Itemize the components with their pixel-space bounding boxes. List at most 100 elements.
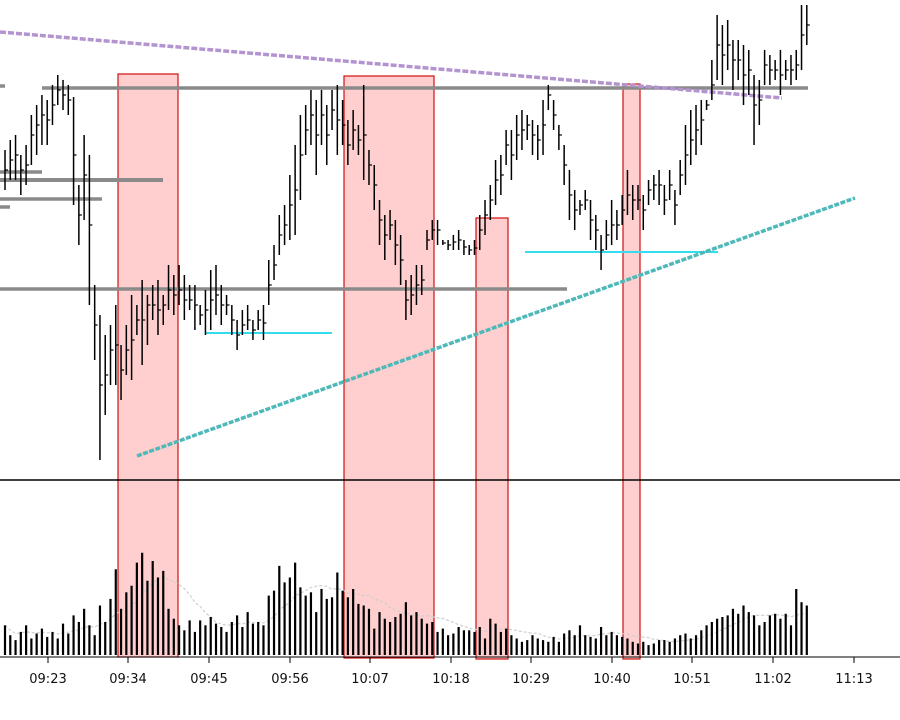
price-bar-19 xyxy=(104,335,109,415)
price-bar-41 xyxy=(220,285,225,325)
price-bar-47 xyxy=(252,320,256,340)
price-bar-97 xyxy=(515,115,520,160)
price-bar-117 xyxy=(621,195,626,225)
price-bar-78 xyxy=(415,265,420,305)
price-bar-105 xyxy=(558,125,562,150)
price-bar-34 xyxy=(183,275,188,320)
price-bar-30 xyxy=(162,295,167,325)
price-bar-80 xyxy=(426,230,430,250)
price-bar-55 xyxy=(294,145,299,235)
price-bar-10 xyxy=(57,75,61,105)
price-bar-9 xyxy=(51,85,56,125)
x-tick-label-8: 10:51 xyxy=(673,672,710,687)
price-bar-87 xyxy=(463,240,467,255)
price-bar-54 xyxy=(289,175,293,240)
price-bar-32 xyxy=(173,275,177,315)
price-bar-27 xyxy=(146,295,151,345)
price-bar-31 xyxy=(167,265,172,310)
price-bar-139 xyxy=(737,40,742,80)
price-bar-69 xyxy=(368,150,372,185)
price-bar-136 xyxy=(721,25,726,85)
price-bar-103 xyxy=(547,85,552,110)
price-bar-8 xyxy=(46,100,51,145)
price-bar-120 xyxy=(637,185,641,210)
price-bar-106 xyxy=(563,145,568,185)
price-bar-131 xyxy=(695,105,700,155)
price-bar-38 xyxy=(204,290,209,335)
price-bar-115 xyxy=(610,200,615,245)
price-bar-26 xyxy=(141,280,146,365)
price-bar-42 xyxy=(225,295,230,315)
price-bar-17 xyxy=(93,285,98,360)
rising-trendline xyxy=(136,196,856,458)
volume-average-line xyxy=(4,575,807,643)
price-bar-57 xyxy=(304,105,309,155)
price-bar-130 xyxy=(690,110,694,165)
price-bar-62 xyxy=(331,90,336,130)
x-axis-ticks: 09:23 09:34 09:45 09:56 10:07 10:18 10:29 10:40… xyxy=(29,657,873,687)
price-bar-89 xyxy=(473,240,478,255)
price-bar-134 xyxy=(711,60,715,100)
price-bar-49 xyxy=(262,305,267,340)
price-bar-71 xyxy=(378,200,383,245)
price-bar-149 xyxy=(790,55,794,85)
price-bar-2 xyxy=(14,135,19,180)
price-bar-150 xyxy=(795,50,800,80)
price-bar-12 xyxy=(67,85,72,115)
price-bar-91 xyxy=(484,200,489,235)
price-bar-37 xyxy=(199,305,204,325)
price-bar-135 xyxy=(716,15,721,80)
price-bar-79 xyxy=(420,265,425,295)
price-bar-51 xyxy=(273,245,278,280)
price-bar-101 xyxy=(537,125,541,160)
price-bar-48 xyxy=(257,310,262,330)
price-bar-70 xyxy=(373,165,378,210)
highlight-zone-4 xyxy=(622,83,641,660)
price-bar-33 xyxy=(178,265,183,305)
price-bar-35 xyxy=(188,285,193,310)
price-bar-84 xyxy=(447,240,452,250)
price-bar-20 xyxy=(109,325,114,385)
price-bars xyxy=(4,5,810,460)
price-bar-145 xyxy=(769,55,773,85)
price-bar-66 xyxy=(352,110,357,150)
price-bar-16 xyxy=(88,155,93,305)
price-bar-90 xyxy=(479,215,483,250)
price-bar-125 xyxy=(663,185,668,215)
x-tick-label-0: 09:23 xyxy=(29,672,66,687)
price-bar-100 xyxy=(531,120,536,155)
price-bar-77 xyxy=(410,275,415,315)
price-bar-112 xyxy=(595,215,599,250)
price-bar-127 xyxy=(674,190,678,225)
price-bar-129 xyxy=(684,125,689,185)
price-bar-151 xyxy=(800,5,805,70)
price-bar-13 xyxy=(72,97,77,205)
price-bar-6 xyxy=(35,105,40,155)
price-bar-119 xyxy=(631,185,636,220)
price-bar-96 xyxy=(510,130,515,180)
price-bar-146 xyxy=(774,60,779,80)
price-bar-124 xyxy=(658,170,663,205)
price-bar-82 xyxy=(436,220,441,245)
price-bar-45 xyxy=(241,310,246,335)
price-bar-0 xyxy=(4,150,8,190)
x-tick-label-5: 10:18 xyxy=(432,672,469,687)
price-bar-81 xyxy=(431,220,436,240)
price-bar-107 xyxy=(568,170,573,220)
price-bar-44 xyxy=(236,320,241,350)
price-bar-113 xyxy=(600,235,605,270)
price-bar-1 xyxy=(9,140,14,180)
falling-trendline xyxy=(0,30,783,100)
price-bar-118 xyxy=(626,170,631,215)
x-tick-label-6: 10:29 xyxy=(512,672,549,687)
price-bar-126 xyxy=(668,170,673,200)
x-tick-label-4: 10:07 xyxy=(351,672,388,687)
price-bar-28 xyxy=(151,285,156,320)
price-bar-56 xyxy=(299,115,304,200)
price-bar-74 xyxy=(394,220,399,265)
price-bar-109 xyxy=(579,200,583,215)
price-bar-116 xyxy=(616,210,620,240)
price-bar-5 xyxy=(30,115,35,165)
price-bar-111 xyxy=(589,200,594,240)
price-bar-123 xyxy=(653,175,657,200)
